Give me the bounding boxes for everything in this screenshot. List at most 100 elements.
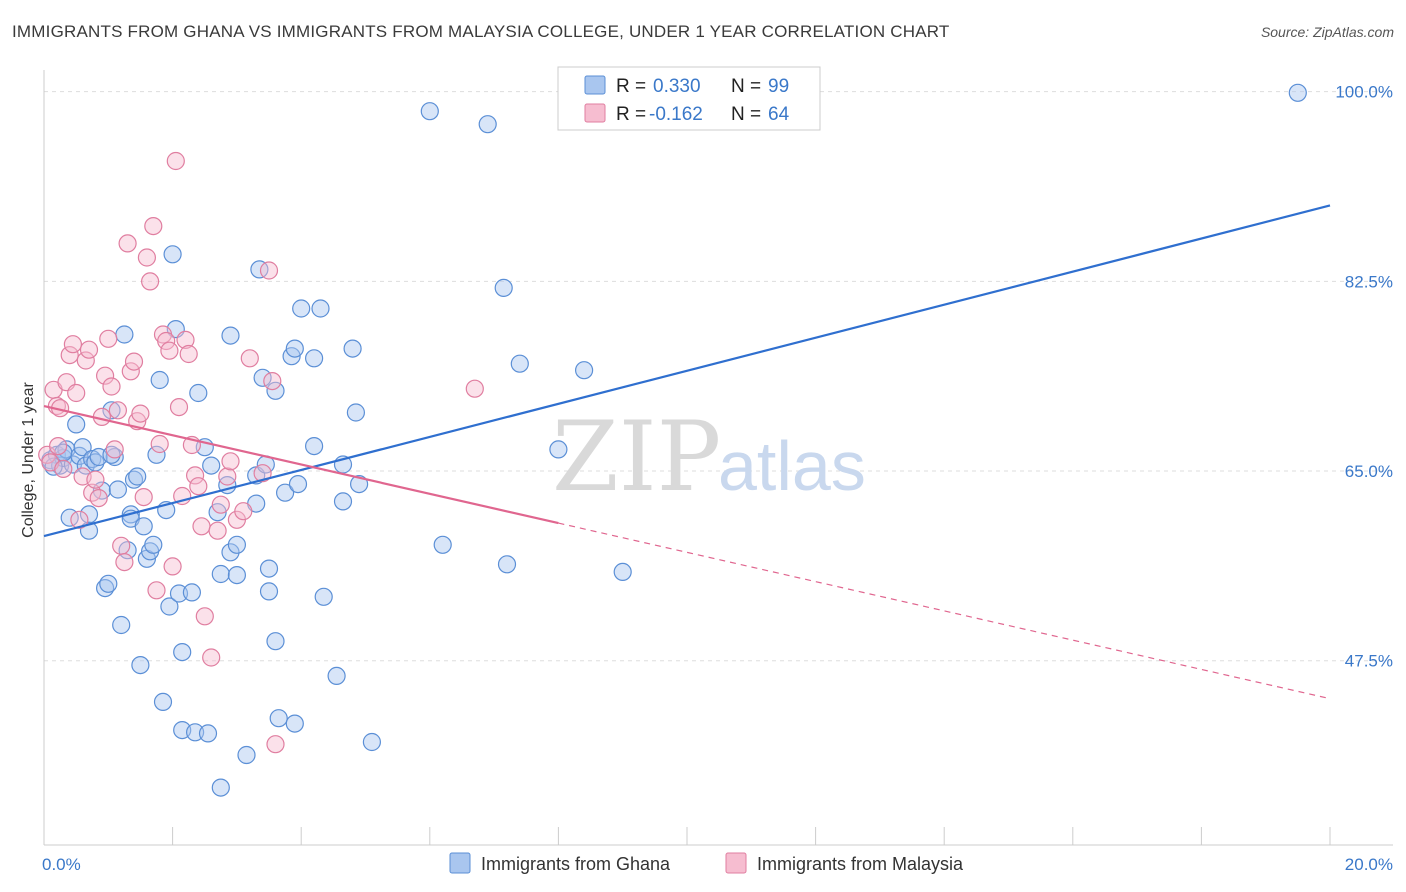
y-tick-label: 65.0%	[1345, 462, 1393, 481]
malaysia-point	[465, 379, 484, 398]
legend-ghana-n-label: N =	[731, 76, 761, 97]
malaysia-point	[99, 329, 118, 348]
ghana-point	[108, 480, 128, 499]
malaysia-point	[70, 510, 89, 529]
ghana-point	[102, 401, 121, 420]
ghana-point	[144, 535, 163, 554]
ghana-point	[362, 732, 381, 752]
malaysia-point	[208, 521, 227, 540]
ghana-point	[497, 555, 517, 574]
ghana-point	[333, 492, 353, 511]
ghana-point	[186, 723, 205, 742]
malaysia-point	[108, 401, 128, 420]
ghana-point	[259, 559, 279, 578]
malaysia-point	[166, 151, 185, 171]
malaysia-point	[163, 557, 182, 576]
ghana-point	[227, 535, 246, 554]
legend-malaysia-n-label: N =	[731, 104, 761, 125]
ghana-point	[131, 655, 150, 675]
malaysia-point	[54, 459, 73, 478]
malaysia-point	[234, 502, 253, 521]
ghana-point	[198, 724, 218, 743]
x-axis-ticks	[43, 827, 1331, 845]
malaysia-point	[67, 383, 86, 403]
ghana-point	[285, 339, 304, 358]
bottom-legend-malaysia-label: Immigrants from Malaysia	[757, 854, 964, 874]
series-ghana-points	[41, 83, 1307, 797]
ghana-point	[169, 584, 189, 603]
x-axis-tick-labels: 0.0% 20.0%	[42, 855, 1393, 874]
ghana-point	[79, 505, 99, 524]
ghana-point	[112, 615, 131, 635]
malaysia-point	[202, 648, 221, 667]
ghana-point	[67, 415, 86, 434]
bottom-legend-malaysia-swatch	[725, 852, 747, 874]
ghana-point	[613, 562, 632, 582]
legend-ghana-r-label: R =	[616, 76, 646, 97]
ghana-point	[433, 535, 452, 554]
ghana-point	[211, 778, 230, 797]
ghana-point	[574, 361, 594, 380]
ghana-point	[1288, 83, 1307, 102]
malaysia-point	[76, 351, 95, 370]
ghana-point	[311, 299, 330, 318]
ghana-point	[288, 475, 308, 494]
ghana-point	[276, 483, 295, 502]
malaysia-point	[218, 467, 237, 486]
malaysia-point	[186, 466, 205, 485]
malaysia-point	[144, 217, 163, 236]
series-legend: Immigrants from Ghana Immigrants from Ma…	[449, 852, 964, 874]
malaysia-point	[102, 377, 121, 396]
malaysia-point	[160, 341, 179, 360]
y-axis-tick-labels: 100.0% 82.5% 65.0% 47.5%	[1335, 83, 1393, 671]
ghana-point	[163, 245, 182, 264]
watermark-atlas: atlas	[718, 427, 866, 505]
ghana-point	[134, 517, 153, 536]
trend-line-malaysia-solid	[43, 404, 559, 525]
ghana-point	[83, 450, 102, 469]
chart-title: IMMIGRANTS FROM GHANA VS IMMIGRANTS FROM…	[12, 22, 950, 41]
stats-legend: R = 0.330 N = 99 R = -0.162 N = 64	[557, 66, 821, 131]
grid	[44, 91, 1393, 662]
trend-line-ghana	[43, 204, 1331, 538]
ghana-point	[160, 597, 179, 616]
malaysia-point	[121, 362, 140, 381]
legend-ghana-n-value: 99	[768, 76, 789, 97]
malaysia-point	[221, 452, 240, 471]
ghana-point	[343, 339, 362, 358]
ghana-point	[147, 445, 166, 464]
ghana-point	[250, 260, 269, 279]
ghana-point	[285, 714, 304, 733]
trend-line-malaysia-dashed	[558, 522, 1331, 700]
x-tick-label: 0.0%	[42, 855, 81, 874]
malaysia-point	[60, 346, 79, 365]
y-tick-label: 82.5%	[1345, 272, 1393, 291]
legend-ghana-swatch	[584, 75, 606, 95]
ghana-point	[237, 745, 256, 765]
legend-malaysia-n-value: 64	[768, 104, 790, 125]
ghana-point	[124, 470, 144, 489]
malaysia-point	[124, 352, 144, 371]
ghana-point	[266, 632, 285, 651]
ghana-point	[211, 564, 230, 584]
y-tick-label: 47.5%	[1345, 652, 1393, 671]
bottom-legend-ghana-label: Immigrants from Ghana	[481, 854, 671, 874]
ghana-point	[189, 383, 208, 403]
malaysia-point	[179, 344, 198, 364]
ghana-point	[102, 445, 121, 464]
watermark-zip: ZIP	[552, 401, 721, 513]
malaysia-point	[95, 366, 115, 385]
ghana-point	[202, 456, 221, 475]
malaysia-point	[253, 464, 272, 483]
malaysia-point	[86, 470, 105, 489]
ghana-point	[305, 437, 324, 456]
ghana-point	[73, 438, 92, 457]
y-axis-label: College, Under 1 year	[20, 382, 37, 538]
ghana-point	[305, 349, 324, 368]
ghana-point	[182, 583, 201, 602]
ghana-point	[150, 370, 169, 390]
ghana-point	[420, 102, 439, 121]
malaysia-point	[169, 398, 189, 417]
y-tick-label: 100.0%	[1335, 83, 1393, 102]
